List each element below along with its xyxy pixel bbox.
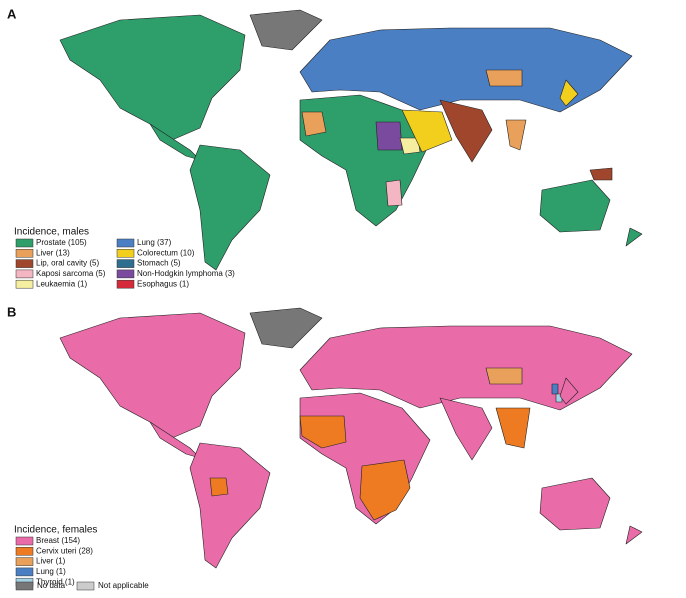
legend-label: Lung (1) xyxy=(36,567,66,576)
country xyxy=(551,383,559,395)
country xyxy=(625,227,643,247)
legend-swatch xyxy=(15,269,34,279)
legend-swatch xyxy=(15,557,34,566)
legend-swatch xyxy=(116,269,135,279)
legend-label: Cervix uteri (28) xyxy=(36,546,93,555)
legend-swatch xyxy=(76,581,95,591)
legend-swatch xyxy=(15,547,34,556)
legend-swatch xyxy=(15,567,34,577)
legend-label: Not applicable xyxy=(98,581,149,590)
country xyxy=(59,14,246,141)
country xyxy=(401,109,453,153)
legend-label: Breast (154) xyxy=(36,536,80,545)
legend-label: Thyroid (1) xyxy=(36,577,75,586)
legend-label: Lip, oral cavity (5) xyxy=(36,259,99,268)
country xyxy=(149,123,201,161)
country xyxy=(539,477,611,531)
country xyxy=(299,325,633,411)
country xyxy=(385,179,403,207)
panel-label: B xyxy=(7,304,16,319)
country xyxy=(559,377,579,405)
world-map xyxy=(59,9,643,271)
country xyxy=(299,27,633,113)
legend-label: Kaposi sarcoma (5) xyxy=(36,269,106,278)
legend-label: Lung (37) xyxy=(137,238,172,247)
legend-label: No data xyxy=(37,581,66,590)
world-map xyxy=(59,307,643,569)
legend-swatch xyxy=(116,259,135,268)
legend-label: Leukaemia (1) xyxy=(36,279,87,288)
country xyxy=(589,167,613,181)
legend-swatch xyxy=(116,238,135,248)
legend-swatch xyxy=(15,581,34,591)
country xyxy=(559,79,579,107)
country xyxy=(539,179,611,233)
country xyxy=(495,407,531,449)
legend-label: Prostate (105) xyxy=(36,238,87,247)
country xyxy=(485,367,523,385)
country xyxy=(399,137,421,155)
country xyxy=(189,144,271,271)
country xyxy=(485,69,523,87)
legend-swatch xyxy=(15,536,34,546)
legend-swatch xyxy=(15,238,34,248)
legend-label: Colorectum (10) xyxy=(137,248,195,257)
legend-label: Esophagus (1) xyxy=(137,279,189,288)
country xyxy=(209,477,229,497)
legend-swatch xyxy=(15,249,34,258)
country xyxy=(375,121,403,151)
country xyxy=(625,525,643,545)
legend-title: Incidence, females xyxy=(14,525,97,536)
legend-label: Liver (1) xyxy=(36,557,66,566)
country xyxy=(249,307,323,349)
country xyxy=(439,99,493,163)
legend-swatch xyxy=(15,279,34,289)
country xyxy=(59,312,246,439)
legend-title: Incidence, males xyxy=(14,227,89,238)
country xyxy=(299,415,347,449)
legend-label: Non-Hodgkin lymphoma (3) xyxy=(137,269,235,278)
legend-label: Stomach (5) xyxy=(137,259,181,268)
country xyxy=(189,442,271,569)
legend-label: Liver (13) xyxy=(36,248,70,257)
panel-label: A xyxy=(7,6,17,21)
country xyxy=(439,397,493,461)
country xyxy=(505,119,527,151)
country xyxy=(301,111,327,137)
country xyxy=(249,9,323,51)
country xyxy=(149,421,201,459)
legend-swatch xyxy=(116,249,135,258)
legend-swatch xyxy=(116,279,135,289)
legend-swatch xyxy=(15,259,34,268)
country xyxy=(359,459,411,521)
